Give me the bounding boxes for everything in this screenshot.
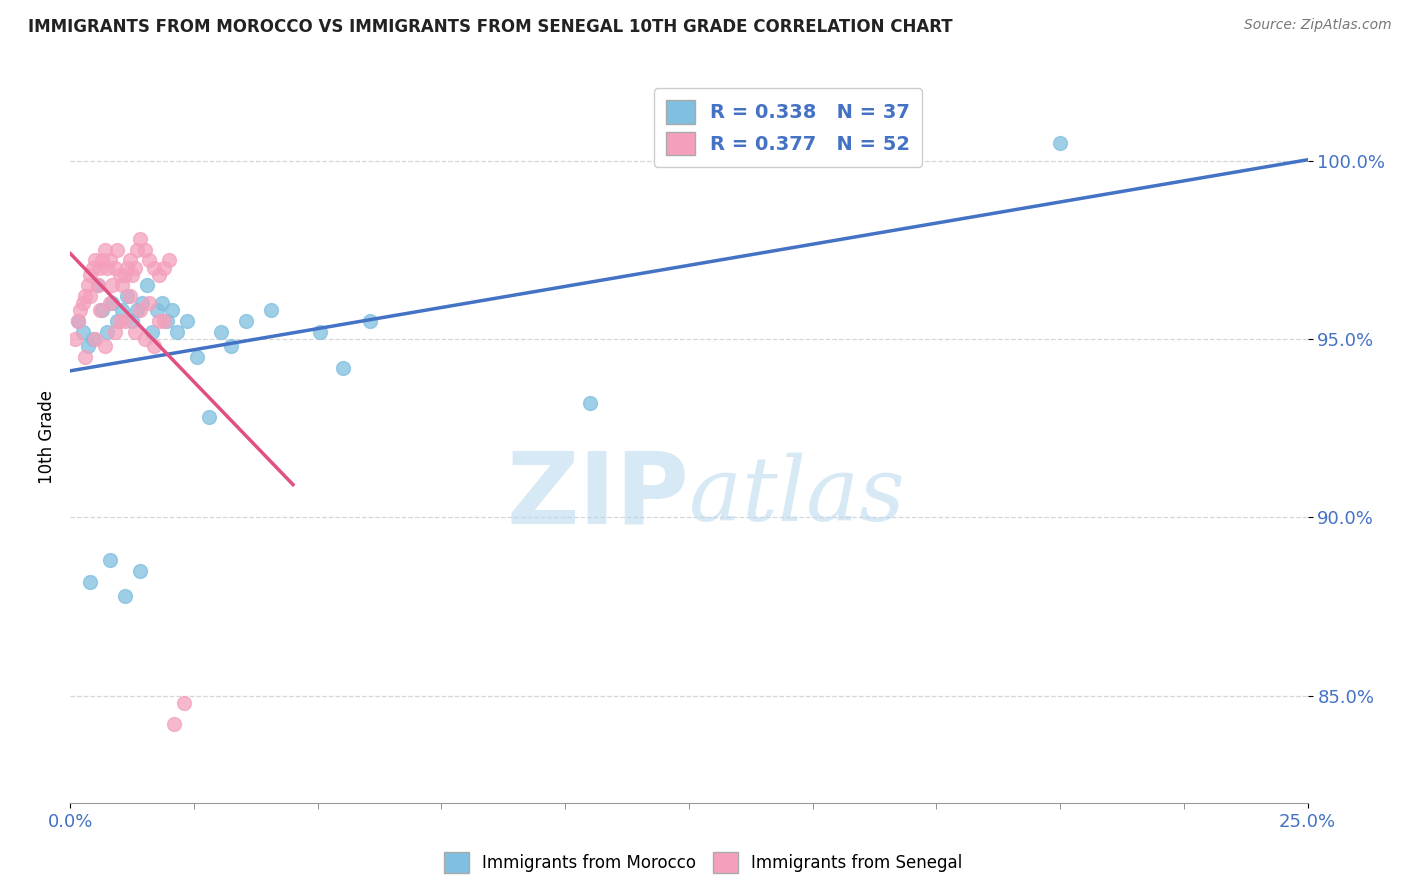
Point — [115, 289, 138, 303]
Point — [143, 260, 166, 275]
Point — [108, 314, 131, 328]
Point — [86, 278, 108, 293]
Point — [66, 314, 89, 328]
Point — [105, 243, 128, 257]
Point — [127, 303, 149, 318]
Point — [75, 289, 97, 303]
Text: ZIP: ZIP — [506, 447, 689, 544]
Y-axis label: 10th Grade: 10th Grade — [38, 390, 56, 484]
Point — [235, 314, 257, 328]
Point — [157, 253, 180, 268]
Point — [114, 589, 136, 603]
Point — [309, 325, 332, 339]
Point — [111, 278, 134, 293]
Point — [148, 314, 170, 328]
Point — [79, 574, 101, 589]
Text: IMMIGRANTS FROM MOROCCO VS IMMIGRANTS FROM SENEGAL 10TH GRADE CORRELATION CHART: IMMIGRANTS FROM MOROCCO VS IMMIGRANTS FR… — [28, 18, 953, 36]
Point — [134, 332, 156, 346]
Point — [359, 314, 381, 328]
Point — [1049, 136, 1071, 150]
Point — [128, 303, 150, 318]
Point — [127, 243, 149, 257]
Point — [176, 314, 198, 328]
Point — [104, 325, 127, 339]
Point — [94, 243, 117, 257]
Point — [121, 268, 143, 282]
Point — [118, 253, 141, 268]
Point — [163, 717, 186, 731]
Point — [198, 410, 221, 425]
Point — [131, 296, 153, 310]
Point — [89, 303, 111, 318]
Point — [148, 268, 170, 282]
Point — [153, 260, 176, 275]
Point — [579, 396, 602, 410]
Point — [128, 232, 150, 246]
Point — [156, 314, 179, 328]
Point — [143, 339, 166, 353]
Point — [72, 325, 94, 339]
Point — [89, 260, 111, 275]
Point — [209, 325, 232, 339]
Point — [219, 339, 242, 353]
Point — [98, 253, 121, 268]
Point — [98, 553, 121, 567]
Point — [160, 303, 183, 318]
Point — [166, 325, 188, 339]
Point — [101, 296, 124, 310]
Point — [101, 278, 124, 293]
Point — [134, 243, 156, 257]
Point — [111, 303, 134, 318]
Point — [108, 268, 131, 282]
Point — [96, 260, 118, 275]
Point — [84, 332, 107, 346]
Point — [173, 696, 195, 710]
Point — [82, 260, 104, 275]
Point — [91, 253, 114, 268]
Point — [114, 268, 136, 282]
Point — [115, 260, 138, 275]
Point — [124, 325, 146, 339]
Point — [121, 314, 143, 328]
Point — [150, 296, 173, 310]
Point — [69, 303, 91, 318]
Point — [260, 303, 283, 318]
Point — [79, 289, 101, 303]
Point — [146, 303, 169, 318]
Point — [94, 339, 117, 353]
Point — [76, 278, 98, 293]
Point — [72, 296, 94, 310]
Point — [91, 303, 114, 318]
Point — [104, 260, 127, 275]
Point — [186, 350, 208, 364]
Point — [138, 253, 160, 268]
Point — [79, 268, 101, 282]
Point — [66, 314, 89, 328]
Point — [141, 325, 163, 339]
Point — [128, 564, 150, 578]
Legend: R = 0.338   N = 37, R = 0.377   N = 52: R = 0.338 N = 37, R = 0.377 N = 52 — [654, 88, 922, 167]
Point — [75, 350, 97, 364]
Point — [332, 360, 354, 375]
Point — [86, 278, 108, 293]
Point — [84, 253, 107, 268]
Point — [118, 289, 141, 303]
Text: atlas: atlas — [689, 452, 904, 539]
Point — [76, 339, 98, 353]
Point — [124, 260, 146, 275]
Point — [136, 278, 159, 293]
Point — [96, 325, 118, 339]
Point — [114, 314, 136, 328]
Point — [98, 296, 121, 310]
Text: Source: ZipAtlas.com: Source: ZipAtlas.com — [1244, 18, 1392, 32]
Point — [65, 332, 87, 346]
Point — [153, 314, 176, 328]
Point — [105, 314, 128, 328]
Point — [138, 296, 160, 310]
Legend: Immigrants from Morocco, Immigrants from Senegal: Immigrants from Morocco, Immigrants from… — [437, 846, 969, 880]
Point — [82, 332, 104, 346]
